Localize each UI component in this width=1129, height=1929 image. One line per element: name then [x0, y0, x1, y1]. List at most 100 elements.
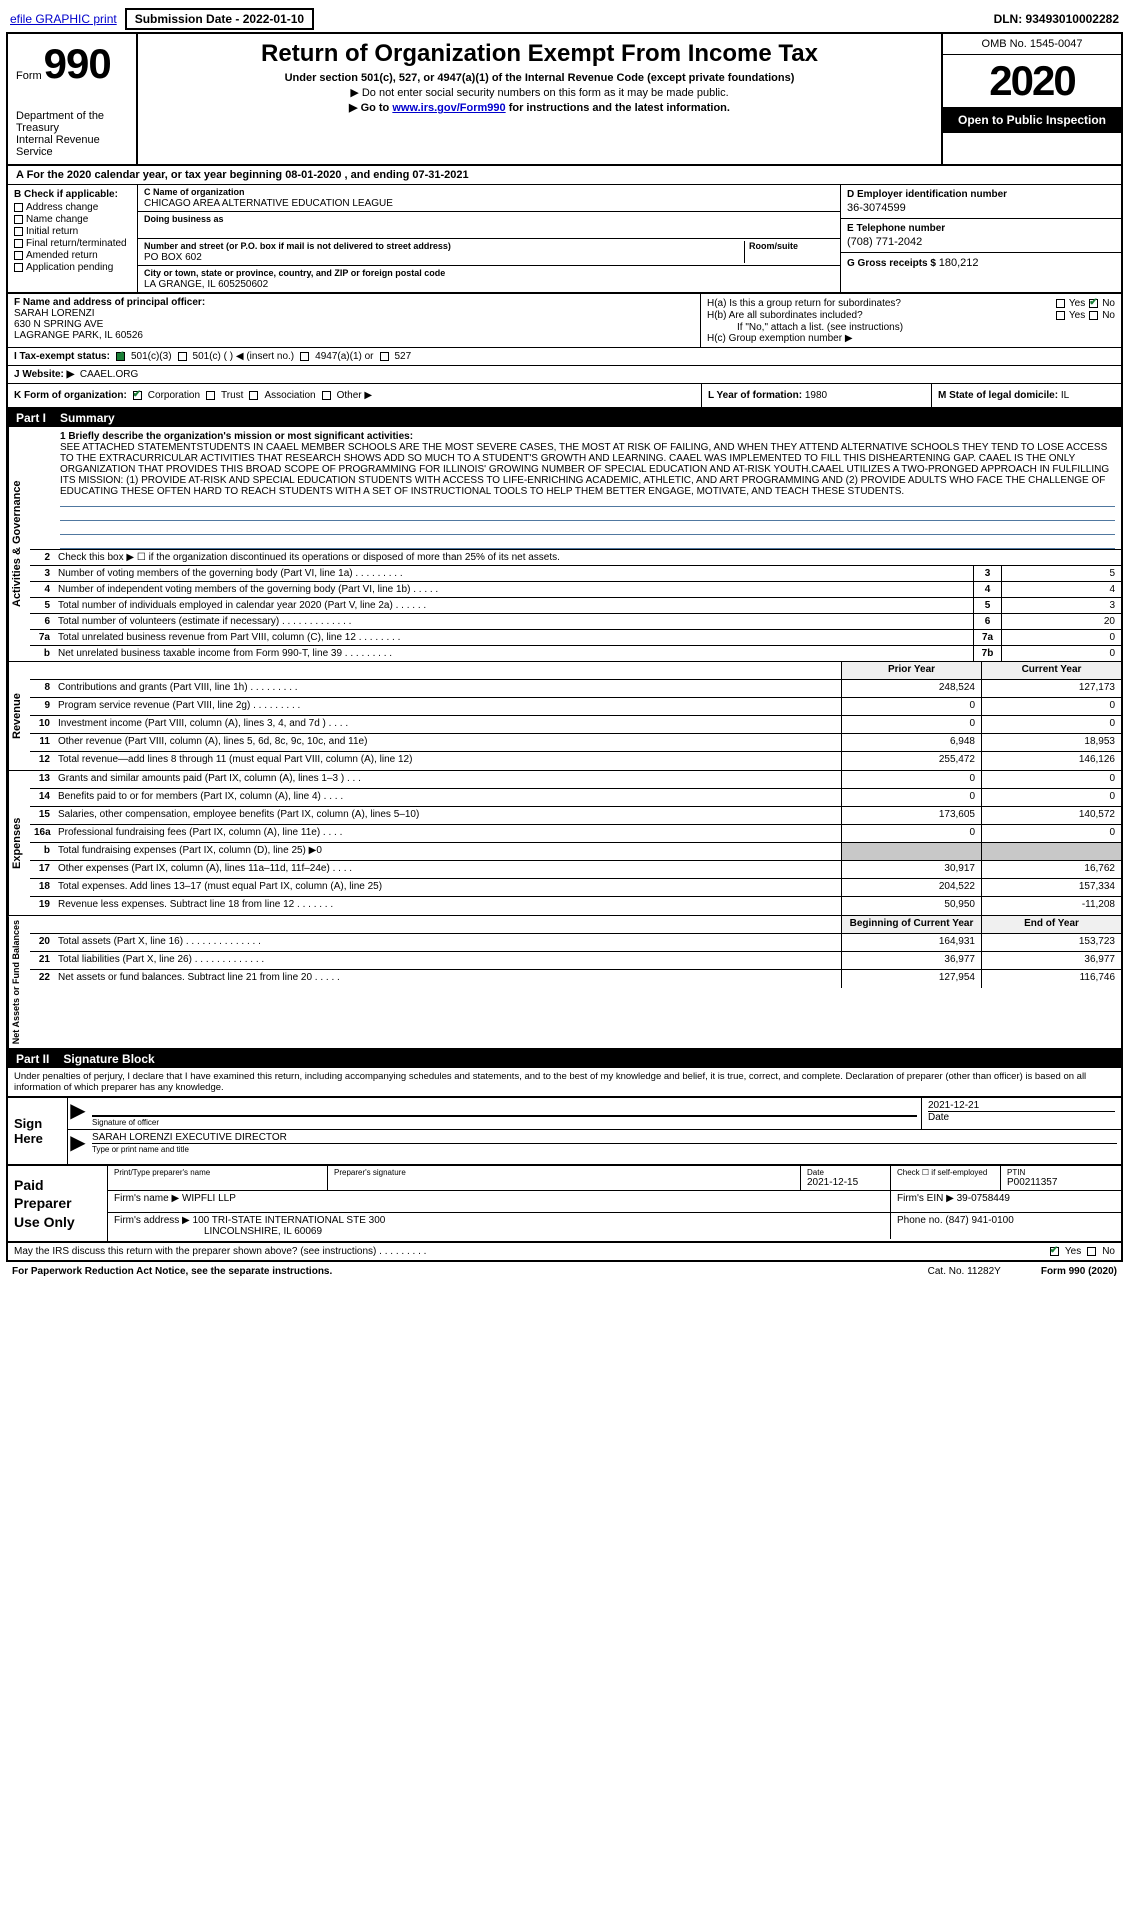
dba-lbl: Doing business as	[144, 214, 224, 224]
mission-rule3	[60, 521, 1115, 535]
open-public: Open to Public Inspection	[943, 107, 1121, 133]
summary-row: 7aTotal unrelated business revenue from …	[30, 630, 1121, 646]
chk-other[interactable]	[322, 391, 331, 400]
lbl-amended: Amended return	[26, 250, 98, 261]
subtitle: Under section 501(c), 527, or 4947(a)(1)…	[146, 72, 933, 84]
mission-rule1	[60, 499, 1115, 507]
data-row: 20Total assets (Part X, line 16) . . . .…	[30, 934, 1121, 952]
h-c: H(c) Group exemption number ▶	[707, 333, 1115, 344]
website: CAAEL.ORG	[80, 369, 138, 380]
officer-typed-name: SARAH LORENZI EXECUTIVE DIRECTOR	[92, 1132, 1117, 1143]
sig-date: 2021-12-21	[928, 1100, 1115, 1111]
col-c: C Name of organization CHICAGO AREA ALTE…	[138, 185, 841, 292]
lbl-no3: No	[1102, 1246, 1115, 1257]
ptin-val: P00211357	[1007, 1177, 1057, 1188]
h-a: H(a) Is this a group return for subordin…	[707, 298, 1056, 309]
c-name-lbl: C Name of organization	[144, 187, 245, 197]
summary-row: 6Total number of volunteers (estimate if…	[30, 614, 1121, 630]
firm-addr-lbl: Firm's address ▶	[114, 1215, 190, 1226]
officer-addr2: LAGRANGE PARK, IL 60526	[14, 330, 694, 341]
lbl-address-change: Address change	[26, 202, 98, 213]
chk-trust[interactable]	[206, 391, 215, 400]
hb-yes[interactable]	[1056, 311, 1065, 320]
chk-assoc[interactable]	[249, 391, 258, 400]
tab-revenue: Revenue	[8, 662, 30, 770]
data-row: 9Program service revenue (Part VIII, lin…	[30, 698, 1121, 716]
lbl-other: Other ▶	[337, 390, 372, 401]
pycy-header: Prior Year Current Year	[30, 662, 1121, 680]
tel-val: (708) 771-2042	[847, 236, 1115, 248]
submission-date-box: Submission Date - 2022-01-10	[125, 8, 314, 30]
row-i: I Tax-exempt status: 501(c)(3) 501(c) ( …	[8, 348, 1121, 366]
org-name: CHICAGO AREA ALTERNATIVE EDUCATION LEAGU…	[144, 198, 393, 209]
header-center: Return of Organization Exempt From Incom…	[138, 34, 941, 164]
col-d: D Employer identification number 36-3074…	[841, 185, 1121, 292]
chk-amended[interactable]	[14, 251, 23, 260]
section-revenue: Revenue Prior Year Current Year 8Contrib…	[8, 662, 1121, 771]
chk-initial-return[interactable]	[14, 227, 23, 236]
summary-row: 4Number of independent voting members of…	[30, 582, 1121, 598]
ha-yes[interactable]	[1056, 299, 1065, 308]
self-emp-lbl: Check ☐ if self-employed	[897, 1168, 994, 1177]
firm-ein-lbl: Firm's EIN ▶	[897, 1193, 954, 1204]
sig-officer-lbl: Signature of officer	[92, 1116, 917, 1127]
ptin-lbl: PTIN	[1007, 1168, 1115, 1177]
chk-501c[interactable]	[178, 352, 187, 361]
chk-corp[interactable]	[133, 391, 142, 400]
ha-no[interactable]	[1089, 299, 1098, 308]
h-note: If "No," attach a list. (see instruction…	[707, 322, 1115, 333]
b-header: B Check if applicable:	[14, 189, 131, 200]
data-row: bTotal fundraising expenses (Part IX, co…	[30, 843, 1121, 861]
prep-sig-lbl: Preparer's signature	[334, 1168, 794, 1177]
j-lbl: J Website: ▶	[14, 369, 74, 380]
officer-addr1: 630 N SPRING AVE	[14, 319, 694, 330]
data-row: 21Total liabilities (Part X, line 26) . …	[30, 952, 1121, 970]
data-row: 15Salaries, other compensation, employee…	[30, 807, 1121, 825]
section-fh: F Name and address of principal officer:…	[8, 294, 1121, 348]
suite-lbl: Room/suite	[749, 241, 798, 251]
penalties-text: Under penalties of perjury, I declare th…	[8, 1068, 1121, 1096]
m-lbl: M State of legal domicile:	[938, 390, 1058, 401]
lbl-501c: 501(c) ( ) ◀ (insert no.)	[193, 351, 295, 362]
lbl-501c3: 501(c)(3)	[131, 351, 172, 362]
firm-addr2: LINCOLNSHIRE, IL 60069	[114, 1226, 322, 1237]
tab-activities: Activities & Governance	[8, 427, 30, 661]
lbl-assoc: Association	[264, 390, 315, 401]
goto-prefix: ▶ Go to	[349, 102, 392, 114]
lbl-yes3: Yes	[1065, 1246, 1081, 1257]
irs-label: Internal Revenue Service	[16, 134, 128, 158]
part1-title: Part I	[16, 411, 46, 425]
chk-name-change[interactable]	[14, 215, 23, 224]
line2: Check this box ▶ ☐ if the organization d…	[54, 550, 1121, 565]
irs-link[interactable]: www.irs.gov/Form990	[392, 102, 505, 114]
chk-4947[interactable]	[300, 352, 309, 361]
firm-name: WIPFLI LLP	[182, 1193, 236, 1204]
mission-rule2	[60, 507, 1115, 521]
discuss-row: May the IRS discuss this return with the…	[8, 1243, 1121, 1260]
data-row: 19Revenue less expenses. Subtract line 1…	[30, 897, 1121, 915]
form-frame: Form 990 Department of the Treasury Inte…	[6, 32, 1123, 1262]
chk-501c3[interactable]	[116, 352, 125, 361]
chk-app-pending[interactable]	[14, 263, 23, 272]
year-formation: 1980	[805, 390, 827, 401]
hb-no[interactable]	[1089, 311, 1098, 320]
chk-address-change[interactable]	[14, 203, 23, 212]
section-expenses: Expenses 13Grants and similar amounts pa…	[8, 771, 1121, 916]
chk-527[interactable]	[380, 352, 389, 361]
data-row: 12Total revenue—add lines 8 through 11 (…	[30, 752, 1121, 770]
part1-body: Activities & Governance 1 Briefly descri…	[8, 427, 1121, 662]
firm-name-lbl: Firm's name ▶	[114, 1193, 179, 1204]
form-small: Form	[16, 70, 42, 82]
phone-val: (847) 941-0100	[945, 1215, 1013, 1226]
form-title: Return of Organization Exempt From Incom…	[146, 40, 933, 68]
prior-year-hdr: Prior Year	[841, 662, 981, 679]
discuss-no[interactable]	[1087, 1247, 1096, 1256]
row-klm: K Form of organization: Corporation Trus…	[8, 384, 1121, 409]
efile-link[interactable]: efile GRAPHIC print	[10, 12, 117, 26]
phone-lbl: Phone no.	[897, 1215, 943, 1226]
discuss-yes[interactable]	[1050, 1247, 1059, 1256]
data-row: 14Benefits paid to or for members (Part …	[30, 789, 1121, 807]
chk-final-return[interactable]	[14, 239, 23, 248]
city-val: LA GRANGE, IL 605250602	[144, 279, 268, 290]
i-lbl: I Tax-exempt status:	[14, 351, 110, 362]
